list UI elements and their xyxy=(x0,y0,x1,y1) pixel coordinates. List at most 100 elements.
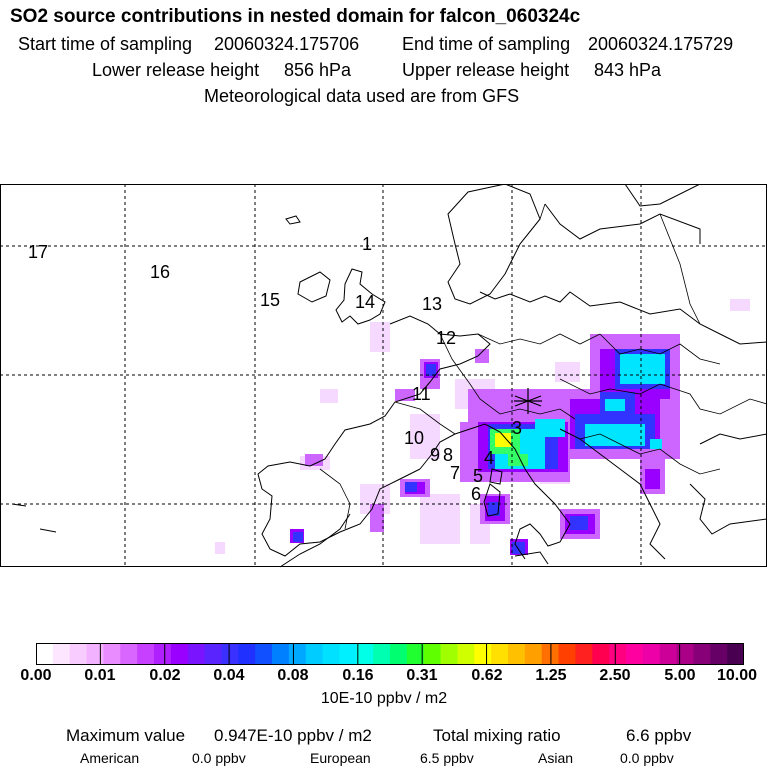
track-label-5: 5 xyxy=(473,466,483,486)
track-label-3: 3 xyxy=(512,418,522,438)
sicily-outline xyxy=(514,551,549,565)
asian-label: Asian xyxy=(538,750,574,766)
concentration-field xyxy=(215,299,750,555)
britain-outline xyxy=(335,268,386,325)
border-east xyxy=(599,333,721,365)
colorbar-cell xyxy=(524,643,543,665)
european-value: 6.5 ppbv xyxy=(420,750,474,766)
blacksea-outline xyxy=(699,433,768,445)
colorbar-cell xyxy=(508,643,526,665)
colorbar-cell xyxy=(491,643,509,665)
colorbar-cell xyxy=(592,643,610,665)
colorbar-cells xyxy=(36,643,744,665)
lower-height-label: Lower release height xyxy=(92,60,260,80)
colorbar xyxy=(36,643,744,665)
colorbar-frame xyxy=(36,643,744,665)
upper-height-value: 843 hPa xyxy=(594,60,662,80)
colorbar-cell xyxy=(170,643,189,665)
border-spain-portugal xyxy=(319,468,351,530)
concentration-map: 17 16 15 14 13 12 11 10 9 8 7 5 4 6 3 1 xyxy=(0,184,768,568)
total-mixing-label: Total mixing ratio xyxy=(433,726,561,745)
end-time-value: 20060324.175729 xyxy=(588,34,734,54)
colorbar-cell xyxy=(642,643,661,665)
colorbar-cell xyxy=(255,643,273,665)
met-data-note: Meteorological data used are from GFS xyxy=(204,86,520,106)
colorbar-cell xyxy=(676,643,695,665)
colorbar-tick: 5.00 xyxy=(664,667,696,684)
colorbar-cell xyxy=(52,643,71,665)
total-mixing-value: 6.6 ppbv xyxy=(626,726,692,745)
colorbar-tick: 0.02 xyxy=(149,667,181,684)
baltic-outline xyxy=(544,203,701,244)
colorbar-cell xyxy=(204,643,223,665)
colorbar-cell xyxy=(474,643,492,665)
track-label-9: 9 xyxy=(430,445,440,465)
faroes-outline xyxy=(285,215,301,225)
track-label-11: 11 xyxy=(412,384,431,404)
colorbar-cell xyxy=(693,643,711,665)
track-label-16: 16 xyxy=(150,262,170,282)
colorbar-cell xyxy=(238,643,256,665)
european-label: European xyxy=(310,750,371,766)
trajectory-labels: 17 16 15 14 13 12 11 10 9 8 7 5 4 6 3 1 xyxy=(28,234,522,504)
colorbar-cell xyxy=(288,643,307,665)
track-label-13: 13 xyxy=(422,294,442,314)
colorbar-cell xyxy=(575,643,593,665)
end-time-label: End time of sampling xyxy=(402,34,571,54)
max-value: 0.947E-10 ppbv / m2 xyxy=(214,726,372,745)
colorbar-cell xyxy=(322,643,341,665)
colorbar-cell xyxy=(373,643,391,665)
asian-value: 0.0 ppbv xyxy=(620,750,674,766)
colorbar-cell xyxy=(558,643,577,665)
colorbar-tick: 0.00 xyxy=(20,667,52,684)
american-value: 0.0 ppbv xyxy=(192,750,246,766)
plot-title: SO2 source contributions in nested domai… xyxy=(10,6,581,27)
africa-outline xyxy=(279,513,351,568)
colorbar-cell xyxy=(305,643,324,665)
aegean-outline xyxy=(689,483,768,535)
border-sweden xyxy=(519,203,546,245)
sardinia-outline xyxy=(483,483,501,517)
colorbar-tick: 0.16 xyxy=(342,667,374,684)
border-france-swiss xyxy=(394,401,456,435)
track-label-4: 4 xyxy=(484,448,494,468)
gulf-outline xyxy=(624,184,701,207)
colorbar-cell xyxy=(272,643,290,665)
track-label-10: 10 xyxy=(404,428,424,448)
colorbar-tick: 0.31 xyxy=(406,667,438,684)
border-carpathian xyxy=(559,378,768,415)
iberia-outline xyxy=(257,461,421,557)
borders xyxy=(319,203,768,530)
colorbar-tick: 10.00 xyxy=(716,667,758,684)
track-label-6: 6 xyxy=(471,484,481,504)
colorbar-tick: 0.62 xyxy=(471,667,503,684)
colorbar-tick: 0.01 xyxy=(84,667,116,684)
lower-height-value: 856 hPa xyxy=(284,60,352,80)
scandinavia-outline xyxy=(447,184,541,305)
border-balkans xyxy=(579,433,721,475)
track-label-17: 17 xyxy=(28,242,48,262)
start-time-value: 20060324.175706 xyxy=(214,34,360,54)
colorbar-cell xyxy=(710,643,728,665)
american-label: American xyxy=(80,750,140,766)
colorbar-cell xyxy=(154,643,172,665)
track-label-8: 8 xyxy=(443,445,453,465)
colorbar-cell xyxy=(36,643,54,665)
colorbar-cell xyxy=(609,643,627,665)
track-label-15: 15 xyxy=(260,290,280,310)
colorbar-cell xyxy=(406,643,425,665)
colorbar-cell xyxy=(390,643,408,665)
track-label-12: 12 xyxy=(436,328,456,348)
colorbar-cell xyxy=(339,643,357,665)
track-label-14: 14 xyxy=(355,292,375,312)
border-north xyxy=(477,333,601,345)
start-time-label: Start time of sampling xyxy=(18,34,193,54)
graticule xyxy=(0,184,768,568)
colorbar-tick: 1.25 xyxy=(535,667,567,684)
border-central xyxy=(439,333,576,420)
colorbar-cell xyxy=(440,643,459,665)
colorbar-cell xyxy=(187,643,206,665)
colorbar-cell xyxy=(221,643,239,665)
colorbar-tick: 0.04 xyxy=(213,667,245,684)
upper-height-label: Upper release height xyxy=(402,60,570,80)
